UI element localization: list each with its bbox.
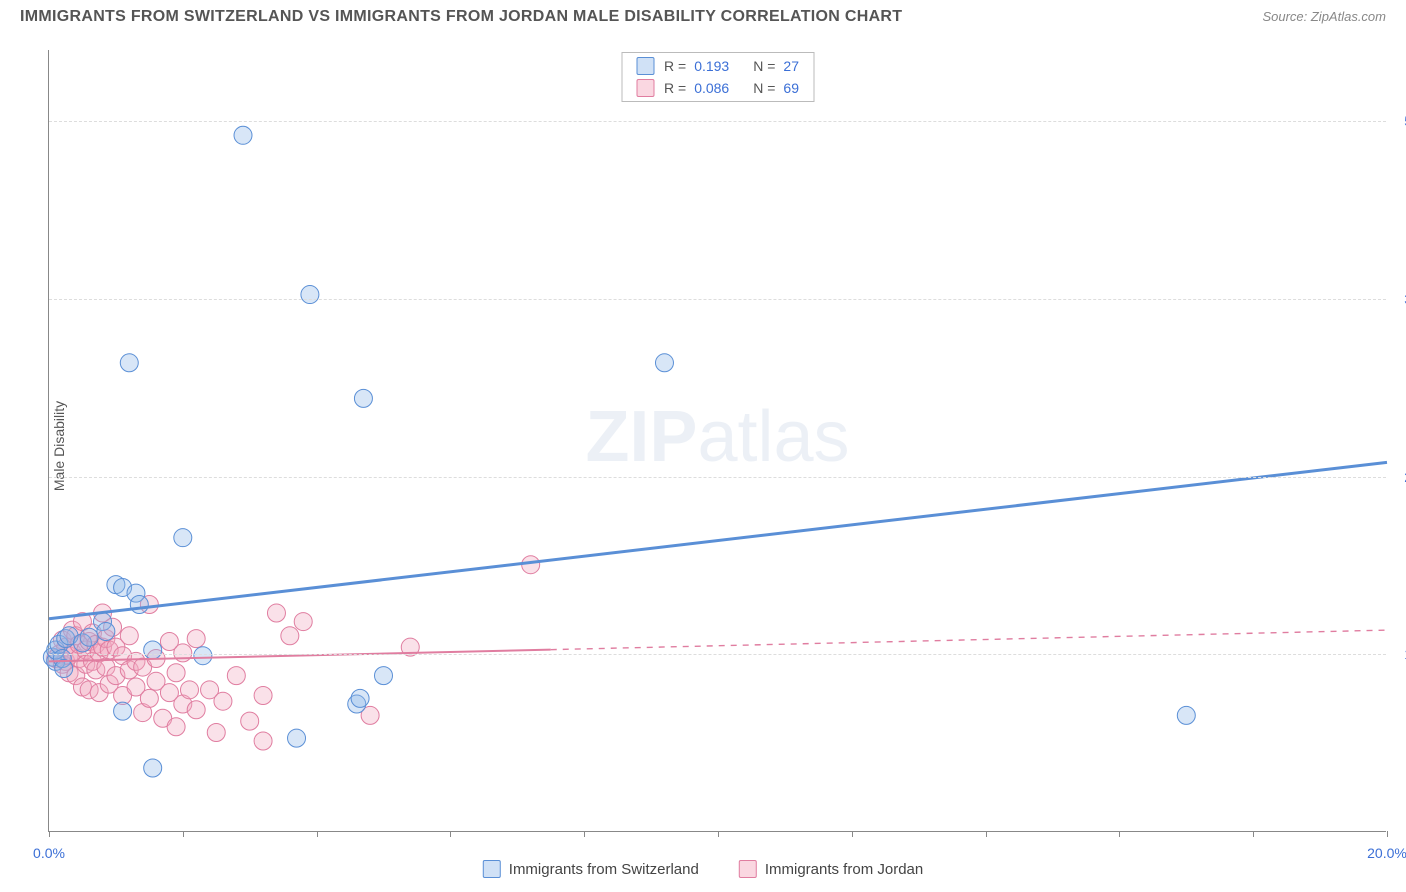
data-point (227, 667, 245, 685)
data-point (234, 126, 252, 144)
x-tick (1119, 831, 1120, 837)
plot-svg (49, 50, 1386, 831)
swatch-blue-icon (483, 860, 501, 878)
data-point (207, 723, 225, 741)
legend-label: Immigrants from Jordan (765, 861, 923, 878)
data-point (174, 529, 192, 547)
data-point (167, 664, 185, 682)
data-point (180, 681, 198, 699)
data-point (130, 596, 148, 614)
data-point (167, 718, 185, 736)
data-point (144, 759, 162, 777)
x-tick (852, 831, 853, 837)
x-tick (450, 831, 451, 837)
x-tick (584, 831, 585, 837)
swatch-pink-icon (739, 860, 757, 878)
gridline (49, 477, 1386, 478)
data-point (281, 627, 299, 645)
data-point (97, 623, 115, 641)
x-tick (1253, 831, 1254, 837)
data-point (1177, 706, 1195, 724)
data-point (114, 702, 132, 720)
trend-line-dashed (551, 630, 1387, 650)
x-tick (49, 831, 50, 837)
x-tick (718, 831, 719, 837)
x-tick (986, 831, 987, 837)
source-attribution: Source: ZipAtlas.com (1262, 8, 1386, 26)
data-point (120, 627, 138, 645)
data-point (254, 687, 272, 705)
data-point (254, 732, 272, 750)
source-label: Source: (1262, 9, 1310, 24)
data-point (80, 628, 98, 646)
x-tick-label: 0.0% (33, 845, 65, 861)
scatter-chart: ZIPatlas R = 0.193 N = 27 R = 0.086 N = … (48, 50, 1386, 832)
data-point (301, 286, 319, 304)
x-tick-label: 20.0% (1367, 845, 1406, 861)
gridline (49, 654, 1386, 655)
trend-line-solid (49, 462, 1387, 618)
data-point (354, 389, 372, 407)
data-point (267, 604, 285, 622)
data-point (241, 712, 259, 730)
data-point (522, 556, 540, 574)
data-point (144, 641, 162, 659)
data-point (351, 689, 369, 707)
data-point (187, 701, 205, 719)
data-point (214, 692, 232, 710)
data-point (140, 689, 158, 707)
data-point (288, 729, 306, 747)
data-point (655, 354, 673, 372)
data-point (187, 630, 205, 648)
chart-title: IMMIGRANTS FROM SWITZERLAND VS IMMIGRANT… (20, 8, 902, 26)
data-point (294, 613, 312, 631)
source-value: ZipAtlas.com (1311, 9, 1386, 24)
x-tick (183, 831, 184, 837)
x-tick (317, 831, 318, 837)
legend-item-jordan: Immigrants from Jordan (739, 860, 923, 878)
data-point (194, 647, 212, 665)
data-point (55, 659, 73, 677)
data-point (120, 354, 138, 372)
legend-label: Immigrants from Switzerland (509, 861, 699, 878)
gridline (49, 299, 1386, 300)
legend-item-switzerland: Immigrants from Switzerland (483, 860, 699, 878)
data-point (375, 667, 393, 685)
series-legend: Immigrants from Switzerland Immigrants f… (483, 860, 923, 878)
gridline (49, 121, 1386, 122)
x-tick (1387, 831, 1388, 837)
